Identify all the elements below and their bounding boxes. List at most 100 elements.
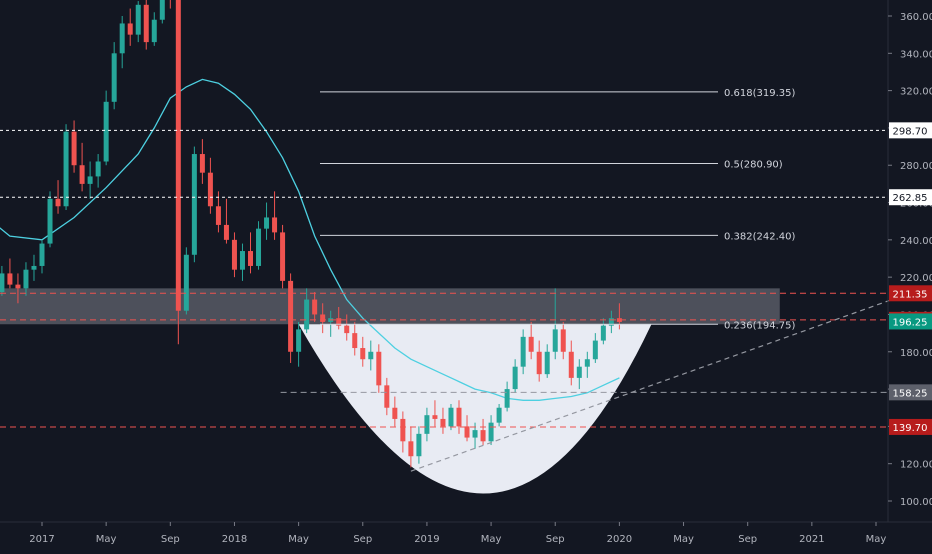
candle (488, 415, 494, 446)
candle-body (312, 299, 318, 315)
candle (31, 254, 37, 281)
candle-body (47, 198, 53, 244)
candle-body (223, 224, 229, 240)
candle (175, 0, 181, 345)
candle (400, 411, 406, 453)
moving-average-layer (0, 78, 620, 401)
candle (71, 120, 77, 173)
candle (223, 198, 229, 244)
x-tick-label: Sep (738, 534, 757, 545)
price-badge: 211.35 (889, 285, 932, 302)
candle-body (23, 269, 29, 289)
candle-body (608, 318, 614, 326)
y-tick-label: 360.00 (900, 12, 932, 23)
candle (143, 0, 149, 50)
candle-body (592, 340, 598, 360)
x-tick-label: 2017 (29, 534, 54, 545)
candle (416, 426, 422, 464)
x-tick-label: May (481, 534, 502, 545)
fib-label: 0.5(280.90) (724, 160, 783, 171)
candle (111, 42, 117, 110)
price-badge-bg (889, 418, 932, 435)
candle-body (456, 407, 462, 427)
price-badge: 158.25 (889, 384, 932, 401)
candle (568, 340, 574, 386)
candle-body (600, 325, 606, 341)
price-badge: 196.25 (889, 313, 932, 330)
candle (207, 157, 213, 214)
candle-body (183, 254, 189, 311)
x-tick-label: May (96, 534, 117, 545)
price-badge-bg (889, 189, 932, 206)
candle-body (296, 329, 302, 352)
y-tick-label: 120.00 (900, 460, 932, 471)
x-tick-label: Sep (161, 534, 180, 545)
candle (464, 415, 470, 442)
candle-body (528, 336, 534, 352)
candle (272, 191, 278, 240)
candle (159, 0, 165, 24)
candle (360, 336, 366, 367)
price-badge-bg (889, 285, 932, 302)
candle (288, 273, 294, 363)
x-axis[interactable]: 2017 May Sep 2018 May Sep 2019 May Sep 2020 May Sep… (29, 522, 886, 545)
candle-body (488, 422, 494, 442)
candle-body (280, 232, 286, 281)
candle-body (231, 239, 237, 270)
candle-body (448, 407, 454, 427)
candle (127, 8, 133, 46)
candle (183, 247, 189, 315)
candle (544, 344, 550, 378)
candle (536, 340, 542, 382)
candle (304, 288, 310, 334)
price-badge: 298.70 (889, 122, 932, 139)
candle-body (544, 351, 550, 375)
candle (408, 426, 414, 468)
candle (528, 321, 534, 360)
candle (87, 161, 93, 199)
candle-body (408, 441, 414, 457)
candle (496, 404, 502, 427)
candle (520, 329, 526, 375)
candle-body (95, 161, 101, 177)
candle-body (384, 385, 390, 408)
candle (368, 340, 374, 371)
x-tick-label: 2019 (414, 534, 439, 545)
candle (119, 16, 125, 69)
candle-body (239, 251, 245, 270)
x-tick-label: Sep (546, 534, 565, 545)
x-tick-label: May (288, 534, 309, 545)
candle-body (400, 418, 406, 442)
candle-body (0, 273, 5, 293)
candle (424, 407, 430, 442)
candle (215, 191, 221, 233)
candle (0, 265, 5, 296)
candle-body (496, 407, 502, 423)
candle (312, 292, 318, 322)
x-tick-label: 2020 (607, 534, 632, 545)
trendline-layer (410, 298, 893, 472)
trendline (410, 298, 893, 472)
moving-average-line (0, 78, 620, 401)
candle (296, 321, 302, 367)
candle (480, 418, 486, 446)
candle-body (127, 23, 133, 35)
fibonacci-layer: 0.618(319.35) 0.5(280.90) 0.382(242.40) 0.2… (320, 88, 796, 331)
y-tick-label: 340.00 (900, 49, 932, 60)
candle (512, 359, 518, 393)
price-badge-label: 262.85 (893, 193, 928, 204)
candle-body (119, 23, 125, 54)
candle (47, 191, 53, 248)
candle (320, 303, 326, 334)
candle-body (55, 198, 61, 207)
candle-body (175, 0, 181, 311)
candle-body (31, 265, 37, 270)
candle (352, 321, 358, 356)
candle (231, 232, 237, 278)
price-badge-label: 158.25 (893, 388, 928, 399)
candle-body (440, 418, 446, 427)
candle-body (464, 426, 470, 438)
candle (264, 202, 270, 240)
